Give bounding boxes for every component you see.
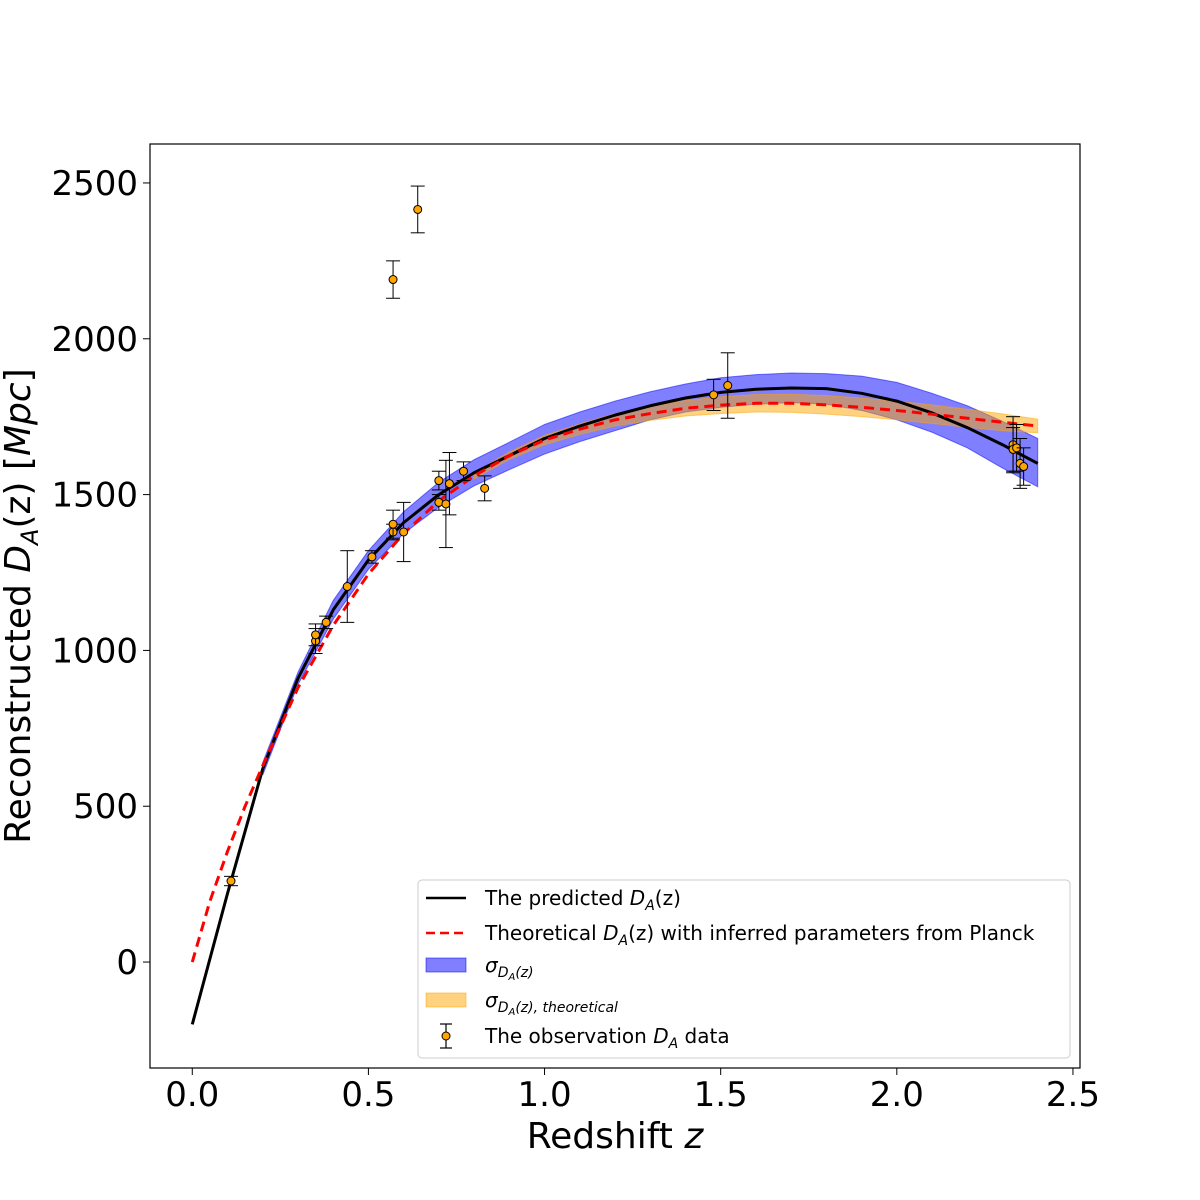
observation-point	[431, 470, 446, 491]
predicted-uncertainty-band	[262, 372, 1039, 776]
observation-point	[720, 352, 735, 419]
x-axis-ticks: 0.0 0.5 1.0 1.5 2.0 2.5	[165, 1068, 1100, 1115]
x-axis-label-var: z	[683, 1116, 704, 1157]
legend-label-theoretical: Theoretical DA(z) with inferred paramete…	[484, 921, 1035, 949]
observation-marker	[434, 476, 444, 486]
y-axis-label-unit-close: ]	[0, 368, 39, 382]
y-tick-label: 2500	[51, 164, 138, 204]
legend-swatch-theoretical-band	[425, 992, 467, 1008]
y-axis-label-main: Reconstructed	[0, 573, 39, 844]
observation-marker	[226, 876, 236, 886]
observation-point	[1013, 437, 1028, 489]
observation-marker	[723, 381, 733, 391]
y-tick-label: 2000	[51, 320, 138, 360]
observation-point	[456, 461, 471, 482]
legend-label-observations: The observation DA data	[484, 1024, 730, 1052]
observation-point	[319, 615, 334, 630]
y-tick-label: 500	[73, 787, 138, 827]
y-axis-ticks: 0 500 1000 1500 2000 2500	[51, 164, 150, 983]
observation-point	[224, 875, 239, 887]
y-axis-label-var: D	[0, 545, 39, 573]
x-tick-label: 1.0	[518, 1075, 572, 1115]
observation-point	[442, 452, 457, 516]
observation-point	[386, 260, 401, 299]
predicted-line	[190, 386, 1039, 1025]
observations	[224, 185, 1031, 887]
observation-point	[364, 550, 379, 564]
y-tick-label: 0	[116, 943, 138, 983]
observation-marker	[388, 519, 398, 529]
legend-label-predicted: The predicted DA(z)	[484, 886, 681, 914]
curves	[190, 386, 1039, 1025]
y-axis-label-sub: A	[16, 529, 44, 547]
legend-box	[417, 879, 1071, 1059]
legend-label-predicted-band: σDA(z)	[485, 953, 534, 983]
observation-marker	[480, 483, 490, 493]
x-tick-label: 0.5	[341, 1075, 395, 1115]
legend-swatch-errorbar	[440, 1023, 452, 1049]
observation-marker	[321, 617, 331, 627]
legend-label-theoretical-band: σDA(z), theoretical	[485, 988, 618, 1018]
theoretical-line	[190, 401, 1038, 963]
observation-point	[396, 501, 411, 563]
y-axis-label: Reconstructed DA(z) [Mpc]	[0, 368, 44, 843]
observation-marker	[444, 479, 454, 489]
legend: The predicted DA(z) Theoretical DA(z) wi…	[417, 879, 1071, 1059]
observation-point	[706, 378, 721, 411]
observation-marker	[441, 499, 451, 509]
observation-point	[1016, 447, 1031, 486]
observation-marker	[388, 275, 398, 285]
x-tick-label: 0.0	[165, 1075, 219, 1115]
observation-point	[340, 550, 355, 623]
observation-marker	[367, 552, 377, 562]
plot-frame	[149, 143, 1081, 1069]
y-axis-label-unit: Mpc	[0, 382, 39, 456]
y-axis-label-unit-open: [	[0, 456, 39, 482]
x-tick-label: 2.0	[870, 1075, 924, 1115]
observation-marker	[399, 527, 409, 537]
observation-point	[438, 459, 453, 549]
x-axis-label-main: Redshift	[527, 1116, 685, 1157]
x-tick-label: 1.5	[694, 1075, 748, 1115]
observation-marker	[311, 630, 321, 640]
x-tick-label: 2.5	[1046, 1075, 1100, 1115]
x-axis-label: Redshift z	[527, 1116, 705, 1157]
observation-marker	[459, 466, 469, 476]
observation-marker	[1019, 462, 1029, 472]
legend-swatch-predicted-band	[425, 957, 467, 973]
y-tick-label: 1000	[51, 631, 138, 671]
y-axis-label-paren: (z)	[0, 482, 39, 529]
observation-point	[431, 494, 446, 511]
y-tick-label: 1500	[51, 476, 138, 516]
observation-marker	[342, 582, 352, 592]
observation-point	[477, 475, 492, 502]
observation-marker	[413, 204, 423, 214]
observation-point	[386, 509, 401, 539]
observation-point	[308, 623, 323, 647]
observation-point	[410, 185, 425, 234]
observation-marker	[709, 390, 719, 400]
